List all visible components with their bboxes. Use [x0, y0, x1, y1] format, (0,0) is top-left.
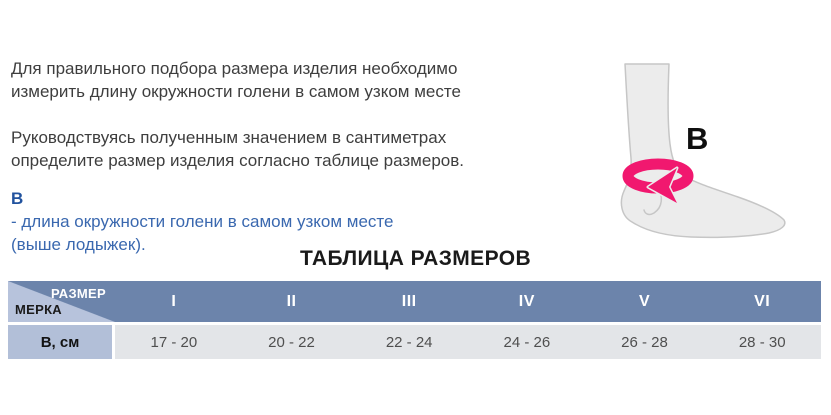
- instruction-p1-line1: Для правильного подбора размера изделия …: [11, 59, 458, 78]
- ankle-measurement-illustration: B: [606, 40, 806, 268]
- measurement-point-label: B: [686, 121, 709, 156]
- size-value-2: 20 - 22: [232, 325, 351, 359]
- measure-definition-note: В - длина окружности голени в самом узко…: [11, 187, 571, 256]
- size-value-4: 24 - 26: [468, 325, 586, 359]
- size-table: РАЗМЕР МЕРКА I II III IV V VI В, см 17 -…: [8, 281, 822, 359]
- size-value-1: 17 - 20: [115, 325, 233, 359]
- foot-diagram-graphic: [620, 63, 786, 239]
- corner-size-label: РАЗМЕР: [50, 286, 106, 301]
- instruction-p2-line1: Руководствуясь полученным значением в са…: [11, 128, 447, 147]
- measure-letter-b: В: [11, 189, 24, 208]
- measure-note-line1: В - длина окружности голени в самом узко…: [11, 187, 571, 233]
- size-table-title: ТАБЛИЦА РАЗМЕРОВ: [299, 247, 532, 270]
- size-value-5: 26 - 28: [585, 325, 704, 359]
- row-label-b-cm: В, см: [8, 325, 112, 359]
- instruction-p1-line2: измерить длину окружности голени в самом…: [11, 82, 461, 101]
- corner-measure-label: МЕРКА: [15, 302, 62, 317]
- instructions-block: Для правильного подбора размера изделия …: [11, 57, 571, 256]
- size-column-header-5: V: [585, 281, 704, 322]
- table-corner-cell: РАЗМЕР МЕРКА: [8, 281, 115, 322]
- size-column-header-4: IV: [468, 281, 586, 322]
- instruction-p2-line2: определите размер изделия согласно табли…: [11, 151, 464, 170]
- instruction-paragraph-1: Для правильного подбора размера изделия …: [11, 57, 571, 103]
- size-value-3: 22 - 24: [350, 325, 469, 359]
- band-arrowhead: [646, 166, 679, 205]
- instruction-paragraph-2: Руководствуясь полученным значением в са…: [11, 126, 571, 172]
- size-column-header-2: II: [232, 281, 351, 322]
- size-column-header-6: VI: [703, 281, 822, 322]
- measure-note-line2: (выше лодыжек).: [11, 235, 146, 254]
- measure-note-text: - длина окружности голени в самом узком …: [11, 212, 394, 231]
- size-value-6: 28 - 30: [703, 325, 822, 359]
- size-table-data-row: В, см 17 - 20 20 - 22 22 - 24 24 - 26 26…: [8, 325, 822, 359]
- size-column-header-1: I: [115, 281, 233, 322]
- size-column-header-3: III: [350, 281, 469, 322]
- size-table-header-row: РАЗМЕР МЕРКА I II III IV V VI: [8, 281, 822, 322]
